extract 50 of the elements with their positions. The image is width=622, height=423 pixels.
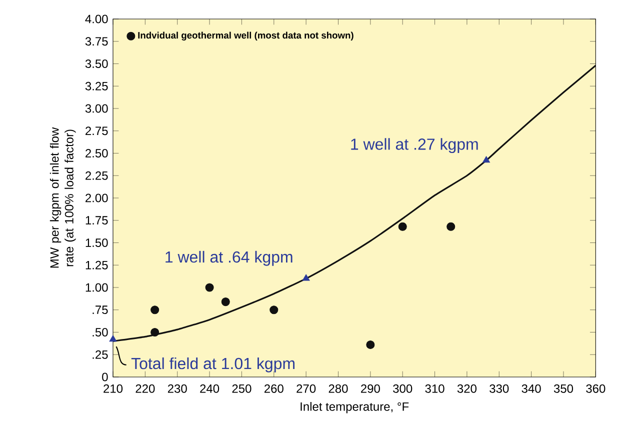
point	[150, 306, 160, 314]
y-tick-label: 3.50	[85, 59, 108, 68]
y-tick-label: .25	[92, 350, 108, 359]
y-tick-label: .50	[92, 328, 108, 336]
y-tick-label: 1.00	[86, 283, 108, 292]
x-tick-label: 210	[104, 384, 123, 393]
y-tick-label: 2.25	[86, 171, 108, 180]
legend-label: Indvidual geothermal well (most data not shown)	[138, 32, 354, 40]
x-tick-label: 330	[490, 384, 509, 393]
y-tick-label: 2.00	[86, 194, 108, 202]
point	[446, 222, 456, 231]
x-tick-label: 280	[328, 384, 348, 393]
x-tick-label: 270	[296, 384, 316, 393]
point	[398, 222, 407, 231]
point	[109, 335, 117, 342]
y-tick-label: 1.25	[86, 260, 108, 270]
x-tick-label: 320	[457, 384, 476, 393]
y-tick-label: 2.50	[86, 148, 108, 158]
point	[221, 298, 230, 306]
y-tick-label: 3.25	[85, 82, 108, 90]
y-tick-label: 3.75	[85, 37, 108, 46]
y-axis-title: MW per kgpm of inlet flow rate (at 100% load factor)	[50, 127, 76, 268]
x-tick-label: 260	[264, 384, 284, 393]
x-tick-label: 340	[522, 384, 541, 393]
y-tick-label: 0	[102, 372, 108, 382]
x-axis-title: Inlet temperature, °F	[300, 402, 409, 414]
y-tick-label: 4.00	[85, 14, 108, 24]
annotation: 1 well at .27 kgpm	[351, 138, 478, 154]
annotation: Total field at 1.01 kgpm	[131, 357, 295, 372]
y-tick-label: 1.50	[86, 238, 108, 247]
point	[366, 340, 375, 350]
point	[205, 283, 214, 292]
y-tick-label: 2.75	[86, 126, 108, 136]
annotation: 1 well at .64 kgpm	[166, 250, 292, 266]
point	[150, 328, 160, 337]
x-tick-label: 350	[554, 384, 574, 393]
x-tick-label: 220	[136, 384, 155, 393]
x-tick-label: 240	[200, 384, 220, 393]
x-tick-label: 290	[361, 384, 380, 393]
x-tick-label: 360	[586, 384, 606, 393]
y-tick-label: 3.00	[85, 104, 108, 113]
point	[270, 306, 278, 314]
point	[302, 274, 310, 281]
x-tick-label: 310	[425, 384, 444, 393]
y-tick-label: .75	[92, 306, 108, 314]
x-tick-label: 230	[168, 384, 187, 393]
x-tick-label: 300	[393, 384, 412, 393]
y-tick-label: 1.75	[86, 216, 108, 225]
point	[482, 156, 490, 163]
x-tick-label: 250	[232, 384, 252, 393]
